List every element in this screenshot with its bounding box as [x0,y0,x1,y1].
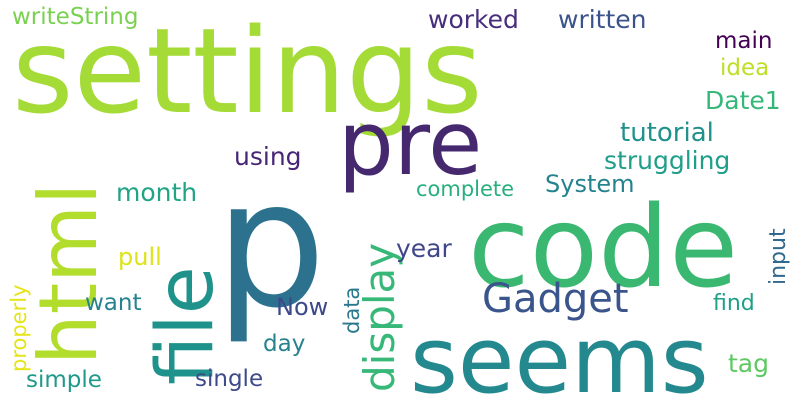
word-tutorial: tutorial [620,118,714,148]
word-find: find [713,291,755,316]
word-single: single [195,366,263,392]
word-gadget: Gadget [482,276,629,322]
word-pull: pull [118,243,162,271]
word-date1: Date1 [705,86,781,115]
word-settings: settings [12,2,483,140]
word-complete: complete [416,177,514,201]
word-year: year [396,234,452,263]
word-written: written [558,5,647,34]
word-writestring: writeString [12,4,138,30]
word-input: input [766,228,791,285]
word-month: month [116,178,197,207]
word-want: want [85,290,142,316]
word-p: p [215,144,326,347]
word-worked: worked [428,5,519,34]
word-pre: pre [338,92,482,195]
word-system: System [545,170,635,198]
word-struggling: struggling [604,146,730,175]
word-day: day [263,331,305,357]
word-data: data [340,287,364,334]
word-using: using [234,142,302,171]
word-seems: seems [410,307,709,400]
word-display: display [355,243,404,392]
word-tag: tag [728,349,769,378]
word-code: code [468,183,738,313]
word-html: html [22,183,115,365]
word-now: Now [276,293,328,321]
word-simple: simple [26,367,102,393]
word-file: file [141,266,231,385]
word-main: main [715,28,772,54]
word-idea: idea [720,55,769,81]
word-properly: properly [7,285,31,373]
